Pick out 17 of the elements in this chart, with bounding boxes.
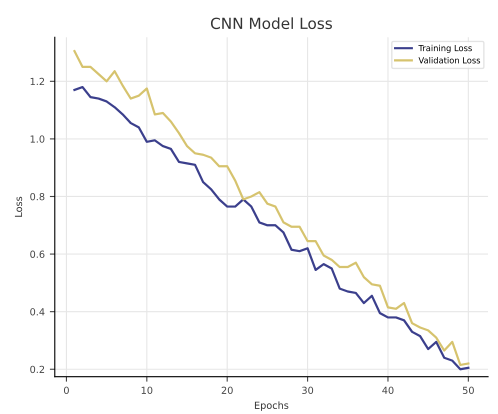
y-tick-label: 1.0 (30, 135, 44, 143)
y-tick-label: 1.2 (30, 78, 44, 86)
x-tick-label: 50 (462, 386, 474, 394)
x-tick-label: 30 (302, 386, 314, 394)
chart-title: CNN Model Loss (210, 17, 332, 30)
legend-label: Validation Loss (418, 56, 480, 64)
y-tick-label: 0.4 (30, 308, 45, 316)
x-tick-label: 0 (64, 386, 69, 394)
x-tick-label: 20 (222, 386, 233, 394)
y-tick-label: 0.2 (30, 366, 44, 374)
y-tick-label: 0.8 (30, 192, 44, 200)
x-tick-label: 10 (142, 386, 152, 394)
legend-label: Training Loss (418, 44, 472, 53)
y-axis-title: Loss (14, 196, 22, 217)
y-tick-label: 0.6 (30, 250, 44, 258)
x-tick-label: 40 (382, 386, 394, 394)
x-axis-title: Epochs (254, 401, 288, 411)
